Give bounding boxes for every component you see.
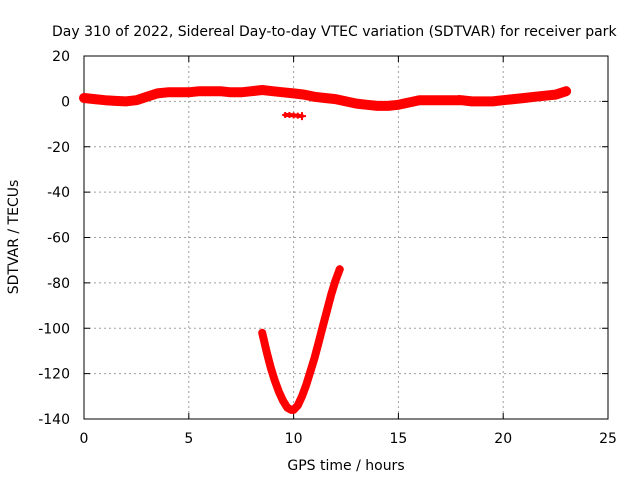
x-tick-label: 25 bbox=[599, 431, 617, 447]
y-tick-label: -60 bbox=[47, 231, 70, 247]
data-series bbox=[79, 85, 572, 414]
x-tick-label: 10 bbox=[285, 431, 303, 447]
y-tick-labels: 20 0 -20 -40 -60 -80 -100 -120 -140 bbox=[38, 49, 70, 428]
y-tick-label: -140 bbox=[38, 412, 70, 428]
x-tick-label: 5 bbox=[184, 431, 193, 447]
y-tick-label: -80 bbox=[47, 276, 70, 292]
chart-title: Day 310 of 2022, Sidereal Day-to-day VTE… bbox=[52, 24, 617, 40]
y-tick-label: 0 bbox=[61, 94, 70, 110]
series-dip-trace bbox=[258, 265, 344, 414]
x-tick-labels: 0 5 10 15 20 25 bbox=[80, 431, 617, 447]
series-isolated-points bbox=[448, 95, 464, 105]
grid bbox=[84, 56, 608, 419]
x-tick-label: 20 bbox=[494, 431, 512, 447]
y-tick-label: 20 bbox=[52, 49, 70, 65]
x-tick-label: 15 bbox=[389, 431, 407, 447]
y-tick-label: -120 bbox=[38, 367, 70, 383]
x-tick-label: 0 bbox=[80, 431, 89, 447]
series-main-trace bbox=[79, 85, 572, 111]
x-axis-label: GPS time / hours bbox=[287, 458, 404, 474]
y-tick-label: -100 bbox=[38, 321, 70, 337]
y-axis-label: SDTVAR / TECUs bbox=[6, 180, 22, 295]
y-tick-label: -20 bbox=[47, 140, 70, 156]
series-isolated-segment bbox=[282, 111, 306, 121]
series-band bbox=[258, 265, 344, 414]
y-tick-label: -40 bbox=[47, 185, 70, 201]
